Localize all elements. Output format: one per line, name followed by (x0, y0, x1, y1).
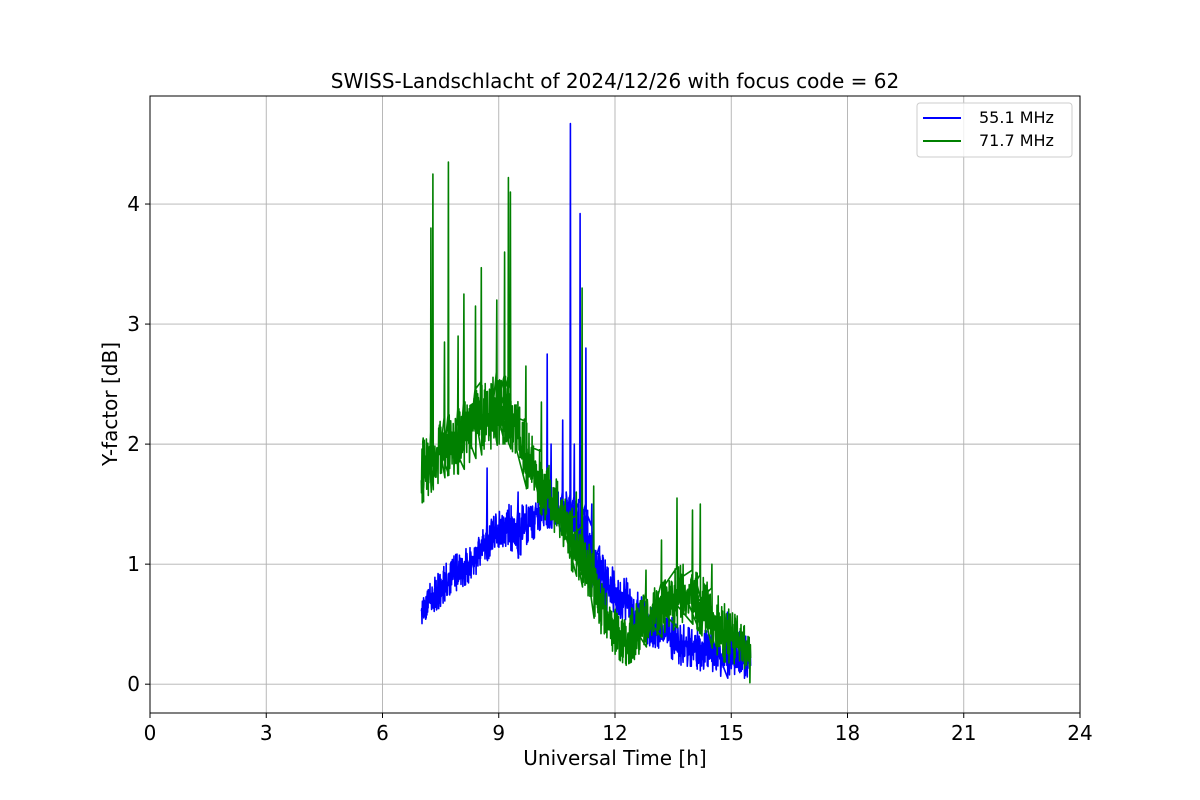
chart-title: SWISS-Landschlacht of 2024/12/26 with fo… (331, 69, 899, 93)
plot-area (420, 122, 752, 684)
x-tick-label: 24 (1067, 721, 1092, 745)
legend: 55.1 MHz 71.7 MHz (916, 102, 1073, 158)
legend-label-71-7-mhz: 71.7 MHz (979, 131, 1054, 150)
x-axis-label: Universal Time [h] (523, 746, 706, 770)
x-tick-label: 0 (144, 721, 157, 745)
x-tick-label: 9 (492, 721, 505, 745)
series-line-71-7-mhz (420, 161, 752, 684)
x-tick-label: 6 (376, 721, 389, 745)
x-tick-label: 3 (260, 721, 273, 745)
x-tick-label: 15 (719, 721, 744, 745)
x-tick-label: 18 (835, 721, 860, 745)
y-tick-label: 0 (127, 672, 140, 696)
y-tick-label: 4 (127, 192, 140, 216)
y-tick-label: 2 (127, 432, 140, 456)
y-tick-label: 3 (127, 312, 140, 336)
legend-label-55-1-mhz: 55.1 MHz (979, 108, 1054, 127)
x-tick-label: 12 (602, 721, 627, 745)
legend-box (916, 102, 1073, 158)
y-tick-label: 1 (127, 552, 140, 576)
x-tick-label: 21 (951, 721, 976, 745)
y-axis-label: Y-factor [dB] (98, 342, 122, 467)
